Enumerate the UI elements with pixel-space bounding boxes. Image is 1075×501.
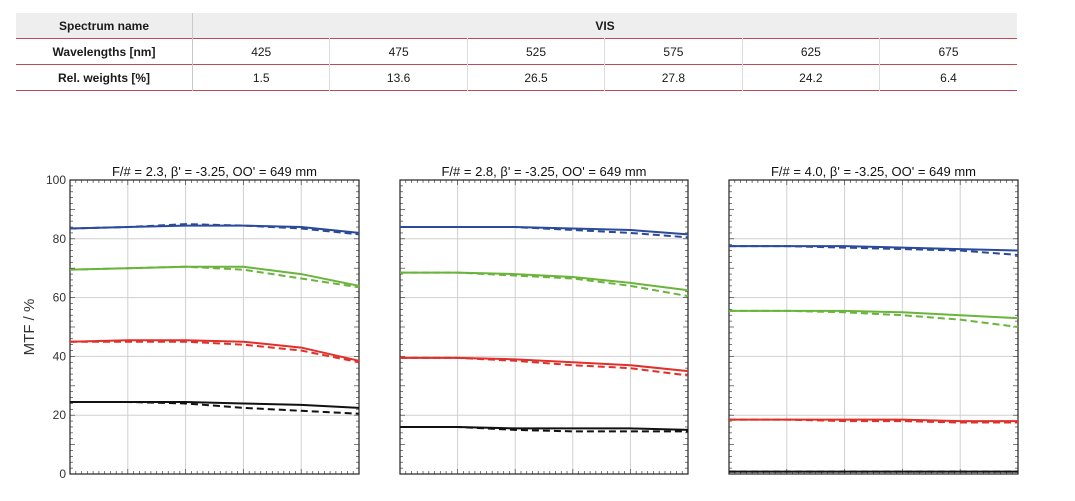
series-line-blue-dashed xyxy=(729,245,1019,256)
weight-cell: 27.8 xyxy=(604,64,743,91)
series-line-red-solid xyxy=(69,339,360,362)
series-line-green-dashed xyxy=(69,265,360,289)
wavelengths-row: Wavelengths [nm] 425 475 525 575 625 675 xyxy=(16,38,1017,65)
mtf-chart-3: F/# = 4.0, β' = -3.25, OO' = 649 mm xyxy=(728,164,1019,475)
spectrum-name-row: Spectrum name VIS xyxy=(16,13,1017,39)
plot-frame xyxy=(728,179,1019,475)
series-line-red-dashed xyxy=(70,340,360,364)
series-line-red-dashed xyxy=(729,418,1018,424)
series-line-black-dashed xyxy=(400,425,688,433)
series-line-green-dashed xyxy=(729,309,1019,328)
y-tick-label: 40 xyxy=(53,349,67,363)
series-line-black-dashed xyxy=(70,400,360,415)
y-tick-label: 0 xyxy=(59,467,66,481)
y-tick-label: 100 xyxy=(46,173,66,187)
chart-title: F/# = 2.8, β' = -3.25, OO' = 649 mm xyxy=(441,164,646,179)
series-line-green-solid xyxy=(69,265,360,287)
weights-label: Rel. weights [%] xyxy=(16,64,193,91)
wavelength-cell: 575 xyxy=(604,38,743,65)
weight-cell: 13.6 xyxy=(329,64,468,91)
weights-row: Rel. weights [%] 1.5 13.6 26.5 27.8 24.2… xyxy=(16,64,1017,91)
spectrum-table: Spectrum name VIS Wavelengths [nm] 425 4… xyxy=(16,13,1017,91)
chart-title: F/# = 2.3, β' = -3.25, OO' = 649 mm xyxy=(112,164,317,179)
weight-cell: 6.4 xyxy=(940,70,957,85)
weight-cell: 1.5 xyxy=(192,64,331,91)
mtf-chart-1: 0 20 40 60 80 100 MTF / % F/# = 2.3, β' = -3.25… xyxy=(21,164,360,481)
series-line-black-solid xyxy=(400,425,689,431)
wavelength-cell: 675 xyxy=(938,44,959,59)
wavelength-cell: 475 xyxy=(329,38,468,65)
chart-title: F/# = 4.0, β' = -3.25, OO' = 649 mm xyxy=(771,164,976,179)
series-line-red-dashed xyxy=(400,356,689,377)
weight-cell: 26.5 xyxy=(467,64,606,91)
y-tick-label: 80 xyxy=(53,232,67,246)
mtf-chart-2: F/# = 2.8, β' = -3.25, OO' = 649 mm xyxy=(399,164,689,475)
wavelength-cell: 525 xyxy=(467,38,606,65)
series-line-blue-dashed xyxy=(69,223,360,236)
y-axis-label: MTF / % xyxy=(21,299,38,356)
series-line-green-dashed xyxy=(400,271,689,298)
plot-frame xyxy=(399,179,689,475)
weight-cell: 24.2 xyxy=(742,64,881,91)
wavelength-cell: 625 xyxy=(742,38,881,65)
series-line-blue-dashed xyxy=(400,226,689,239)
wavelengths-label: Wavelengths [nm] xyxy=(16,38,193,65)
plot-frame xyxy=(69,179,360,475)
spectrum-name-label: Spectrum name xyxy=(16,13,193,39)
y-tick-label: 60 xyxy=(53,291,67,305)
wavelength-cell: 425 xyxy=(192,38,331,65)
spectrum-name-value: VIS xyxy=(595,18,615,33)
y-tick-label: 20 xyxy=(53,408,67,422)
